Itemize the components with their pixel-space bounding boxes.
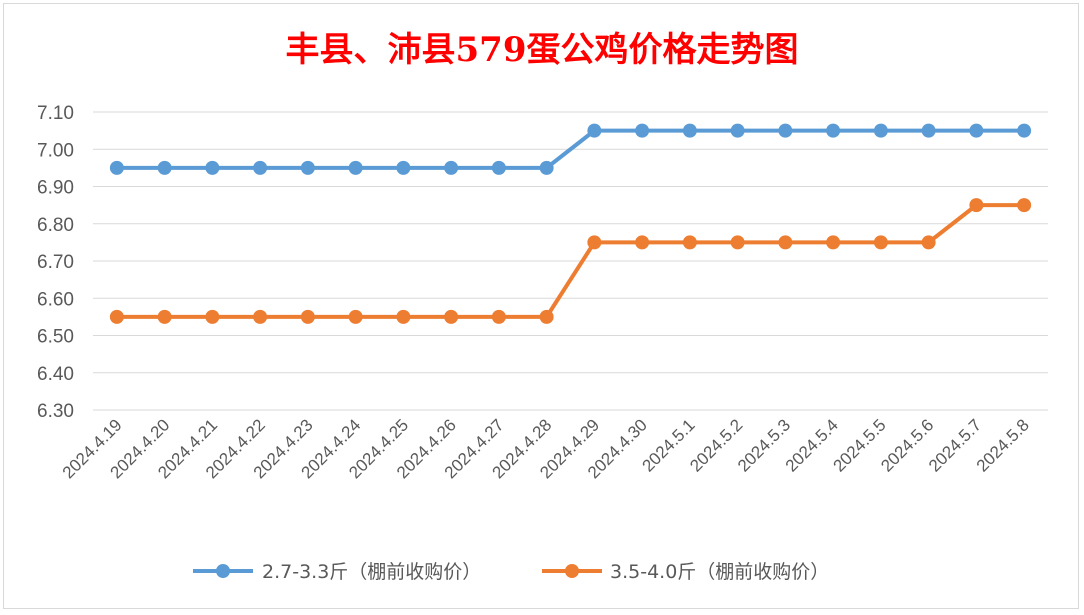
- chart-title: 丰县、沛县579蛋公鸡价格走势图: [285, 30, 799, 70]
- legend-label: 3.5-4.0斤（棚前收购价）: [610, 561, 829, 583]
- y-tick-label: 6.30: [37, 401, 74, 422]
- legend: 2.7-3.3斤（棚前收购价） 3.5-4.0斤（棚前收购价）: [193, 561, 829, 583]
- data-point: [635, 235, 650, 250]
- data-point: [873, 123, 888, 138]
- legend-item-2: 3.5-4.0斤（棚前收购价）: [542, 561, 829, 583]
- data-point: [444, 309, 459, 324]
- data-point: [826, 235, 841, 250]
- data-point: [969, 198, 984, 213]
- y-tick-label: 6.70: [37, 252, 74, 273]
- y-tick-label: 7.00: [37, 140, 74, 161]
- y-axis-ticks: 7.10 7.00 6.90 6.80 6.70 6.60 6.50 6.40 6.30: [37, 103, 74, 422]
- data-point: [253, 309, 268, 324]
- data-point: [157, 160, 172, 175]
- y-tick-label: 6.80: [37, 215, 74, 236]
- data-point: [778, 123, 793, 138]
- data-point: [300, 309, 315, 324]
- data-point: [1017, 123, 1032, 138]
- data-point: [921, 123, 936, 138]
- data-point: [396, 309, 411, 324]
- data-point: [921, 235, 936, 250]
- data-point: [778, 235, 793, 250]
- series-line: [116, 203, 1025, 319]
- y-tick-label: 6.50: [37, 327, 74, 348]
- data-point: [682, 235, 697, 250]
- grid-lines: [93, 111, 1048, 411]
- data-point: [109, 160, 124, 175]
- series-lines: [109, 123, 1032, 324]
- legend-marker: [216, 564, 230, 578]
- data-point: [444, 160, 459, 175]
- series-line: [116, 128, 1025, 170]
- data-point: [300, 160, 315, 175]
- chart-frame: [3, 3, 1079, 609]
- legend-label: 2.7-3.3斤（棚前收购价）: [262, 561, 481, 583]
- series-2: [109, 198, 1032, 324]
- data-point: [873, 235, 888, 250]
- data-point: [157, 309, 172, 324]
- data-point: [491, 309, 506, 324]
- data-point: [491, 160, 506, 175]
- data-point: [109, 309, 124, 324]
- data-point: [587, 123, 602, 138]
- data-point: [1017, 198, 1032, 213]
- data-point: [253, 160, 268, 175]
- data-point: [730, 235, 745, 250]
- y-tick-label: 7.10: [37, 103, 74, 124]
- y-tick-label: 6.60: [37, 289, 74, 310]
- data-point: [682, 123, 697, 138]
- data-point: [348, 309, 363, 324]
- data-point: [205, 309, 220, 324]
- data-point: [539, 309, 554, 324]
- series-1: [109, 123, 1032, 175]
- y-tick-label: 6.40: [37, 364, 74, 385]
- data-point: [730, 123, 745, 138]
- data-point: [396, 160, 411, 175]
- x-tick-label: 2024.5.8: [973, 415, 1033, 475]
- data-point: [205, 160, 220, 175]
- y-tick-label: 6.90: [37, 178, 74, 199]
- x-axis-ticks: 2024.4.192024.4.202024.4.212024.4.222024…: [59, 415, 1033, 482]
- data-point: [826, 123, 841, 138]
- legend-marker: [565, 564, 579, 578]
- data-point: [587, 235, 602, 250]
- data-point: [539, 160, 554, 175]
- legend-item-1: 2.7-3.3斤（棚前收购价）: [193, 561, 481, 583]
- data-point: [348, 160, 363, 175]
- data-point: [635, 123, 650, 138]
- data-point: [969, 123, 984, 138]
